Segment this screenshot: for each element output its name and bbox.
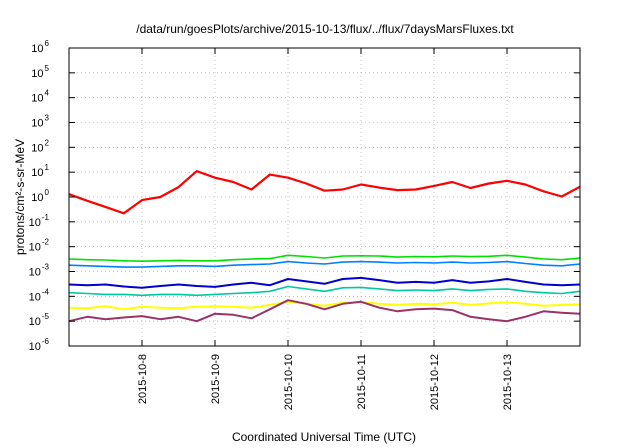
x-tick-label: 2015-10-9	[210, 354, 222, 404]
grid	[69, 48, 580, 346]
y-tick-label: 106	[31, 39, 49, 55]
y-tick-exponent: -3	[42, 263, 50, 272]
x-tick-label: 2015-10-12	[429, 354, 441, 410]
y-tick-label: 105	[31, 64, 49, 80]
x-axis-label: Coordinated Universal Time (UTC)	[232, 430, 416, 444]
series-line-4	[68, 276, 581, 289]
y-tick-label: 101	[31, 163, 49, 179]
series-line-7	[68, 299, 581, 323]
y-tick-exponent: 1	[45, 163, 50, 172]
y-tick-label: 100	[31, 188, 49, 204]
series-group	[68, 170, 581, 323]
y-tick-label: 10-6	[29, 337, 50, 353]
y-tick-label: 10-5	[29, 312, 50, 328]
x-tick-label: 2015-10-10	[283, 354, 295, 410]
y-tick-exponent: -5	[42, 312, 50, 321]
y-axis-label: protons/cm²-s-sr-MeV	[13, 139, 27, 255]
y-tick-label: 103	[31, 114, 49, 130]
y-tick-exponent: 3	[45, 114, 50, 123]
y-tick-exponent: 2	[45, 138, 50, 147]
y-tick-exponent: 4	[45, 89, 50, 98]
series-line-2	[68, 254, 581, 263]
y-tick-label: 10-4	[29, 287, 50, 303]
series-line-5	[68, 285, 581, 297]
series-line-1	[68, 170, 581, 215]
y-tick-exponent: -2	[42, 238, 50, 247]
y-tick-label: 102	[31, 138, 49, 154]
y-tick-exponent: 6	[45, 39, 50, 48]
y-axis: 10-610-510-410-310-210-11001011021031041…	[29, 39, 580, 353]
y-tick-exponent: 5	[45, 64, 50, 73]
x-axis: 2015-10-8 2015-10-9 2015-10-10 2015-10-11 20…	[137, 48, 514, 410]
x-tick-label: 2015-10-13	[502, 354, 514, 410]
y-tick-label: 10-2	[29, 238, 50, 254]
x-tick-label: 2015-10-8	[137, 354, 149, 404]
y-tick-exponent: -1	[42, 213, 50, 222]
y-tick-label: 104	[31, 89, 49, 105]
y-tick-exponent: 0	[45, 188, 50, 197]
y-tick-exponent: -6	[42, 337, 50, 346]
y-tick-exponent: -4	[42, 287, 50, 296]
x-tick-label: 2015-10-11	[356, 354, 368, 409]
series-line-3	[68, 260, 581, 268]
series-line-6	[68, 300, 581, 311]
y-tick-label: 10-3	[29, 263, 50, 279]
y-tick-label: 10-1	[29, 213, 50, 229]
chart-title: /data/run/goesPlots/archive/2015-10-13/f…	[136, 22, 514, 36]
